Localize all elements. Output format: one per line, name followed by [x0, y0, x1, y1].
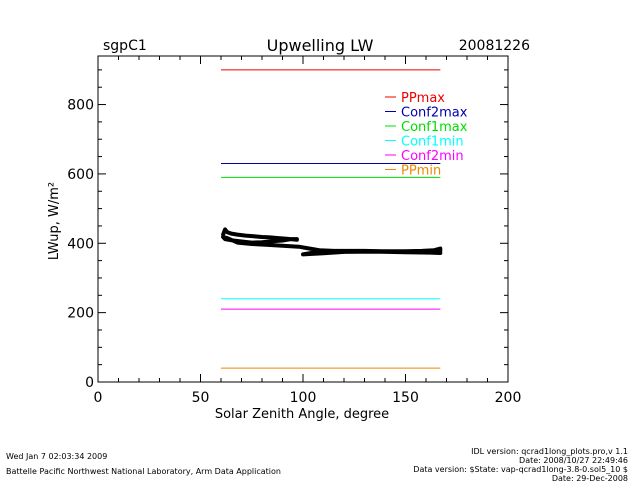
legend-entry: PPmin [401, 164, 441, 179]
plot-axes: 0 50 100 150 200 0 200 400 600 800 [67, 55, 522, 406]
date-label: 20081226 [458, 38, 530, 54]
x-tick-label: 50 [192, 390, 210, 406]
footer-version-line: Data version: $State: vap-qcrad1long-3.8… [413, 465, 628, 474]
threshold-lines [221, 69, 441, 369]
site-label: sgpC1 [103, 38, 147, 54]
x-axis-label: Solar Zenith Angle, degree [215, 407, 389, 422]
legend-entry: Conf2min [401, 149, 464, 164]
legend-entry: Conf1min [401, 135, 464, 150]
footer-lab: Battelle Pacific Northwest National Labo… [6, 467, 281, 476]
legend-entry: PPmax [401, 91, 445, 106]
legend: PPmaxConf2maxConf1maxConf1minConf2minPPm… [385, 91, 468, 179]
data-series [221, 227, 443, 257]
y-tick-label: 400 [67, 236, 94, 252]
y-tick-label: 0 [85, 375, 94, 391]
y-tick-label: 800 [67, 98, 94, 114]
footer-version-line: Date: 29-Dec-2008 [551, 474, 628, 483]
footer-timestamp: Wed Jan 7 02:03:34 2009 [6, 452, 108, 461]
x-tick-label: 150 [392, 390, 419, 406]
series-line [221, 227, 443, 257]
y-axis-label: LWup, W/m² [47, 182, 62, 260]
chart-title: Upwelling LW [266, 36, 374, 55]
legend-entry: Conf1max [401, 120, 468, 135]
y-tick-label: 600 [67, 167, 94, 183]
footer-version-line: IDL version: qcrad1long_plots.pro,v 1.1 [471, 447, 628, 456]
x-tick-label: 0 [94, 390, 103, 406]
legend-entry: Conf2max [401, 106, 468, 121]
x-tick-label: 100 [290, 390, 317, 406]
footer-version-line: Date: 2008/10/27 22:49:46 [519, 456, 628, 465]
footer-version-info: IDL version: qcrad1long_plots.pro,v 1.1 … [413, 447, 628, 483]
x-tick-label: 200 [495, 390, 522, 406]
y-tick-label: 200 [67, 306, 94, 322]
